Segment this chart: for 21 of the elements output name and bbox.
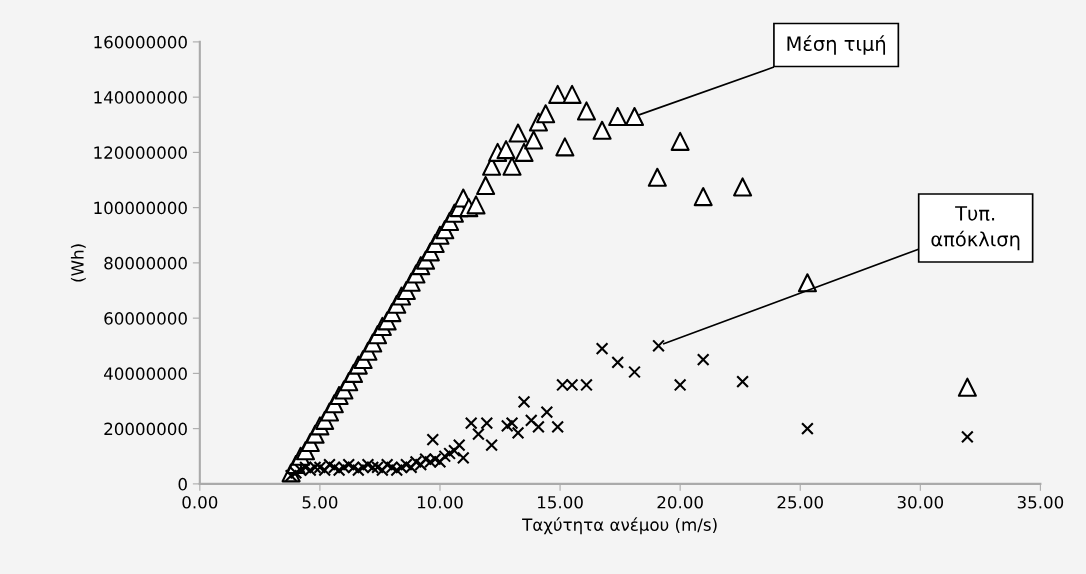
annotation: Μέση τιμή <box>787 35 886 55</box>
annotation: Τυπ. απόκλιση <box>931 206 1020 251</box>
y-tick-label: 160000000 <box>94 35 187 49</box>
x-tick-label: 20.00 <box>657 495 703 509</box>
y-tick-label: 60000000 <box>104 312 187 325</box>
x-tick-label: 25.00 <box>777 495 823 509</box>
x-tick-label: 30.00 <box>897 495 944 509</box>
y-tick-label: 0 <box>178 477 187 491</box>
x-tick-label: 35.00 <box>1017 495 1064 509</box>
y-tick-label: 80000000 <box>104 256 187 270</box>
x-axis-title: Ταχύτητα ανέμου (m/s) <box>522 517 717 535</box>
y-tick-label: 100000000 <box>94 201 187 215</box>
x-tick-label: 10.00 <box>417 495 463 509</box>
y-tick-label: 20000000 <box>104 422 187 436</box>
y-axis-title: (Wh) <box>70 244 86 282</box>
x-tick-label: 15.00 <box>538 495 583 509</box>
y-tick-label: 40000000 <box>104 367 187 380</box>
y-tick-label: 140000000 <box>94 91 187 104</box>
y-tick-label: 120000000 <box>94 146 187 159</box>
x-tick-label: 5.00 <box>302 495 338 509</box>
x-tick-label: 0.00 <box>182 495 218 509</box>
